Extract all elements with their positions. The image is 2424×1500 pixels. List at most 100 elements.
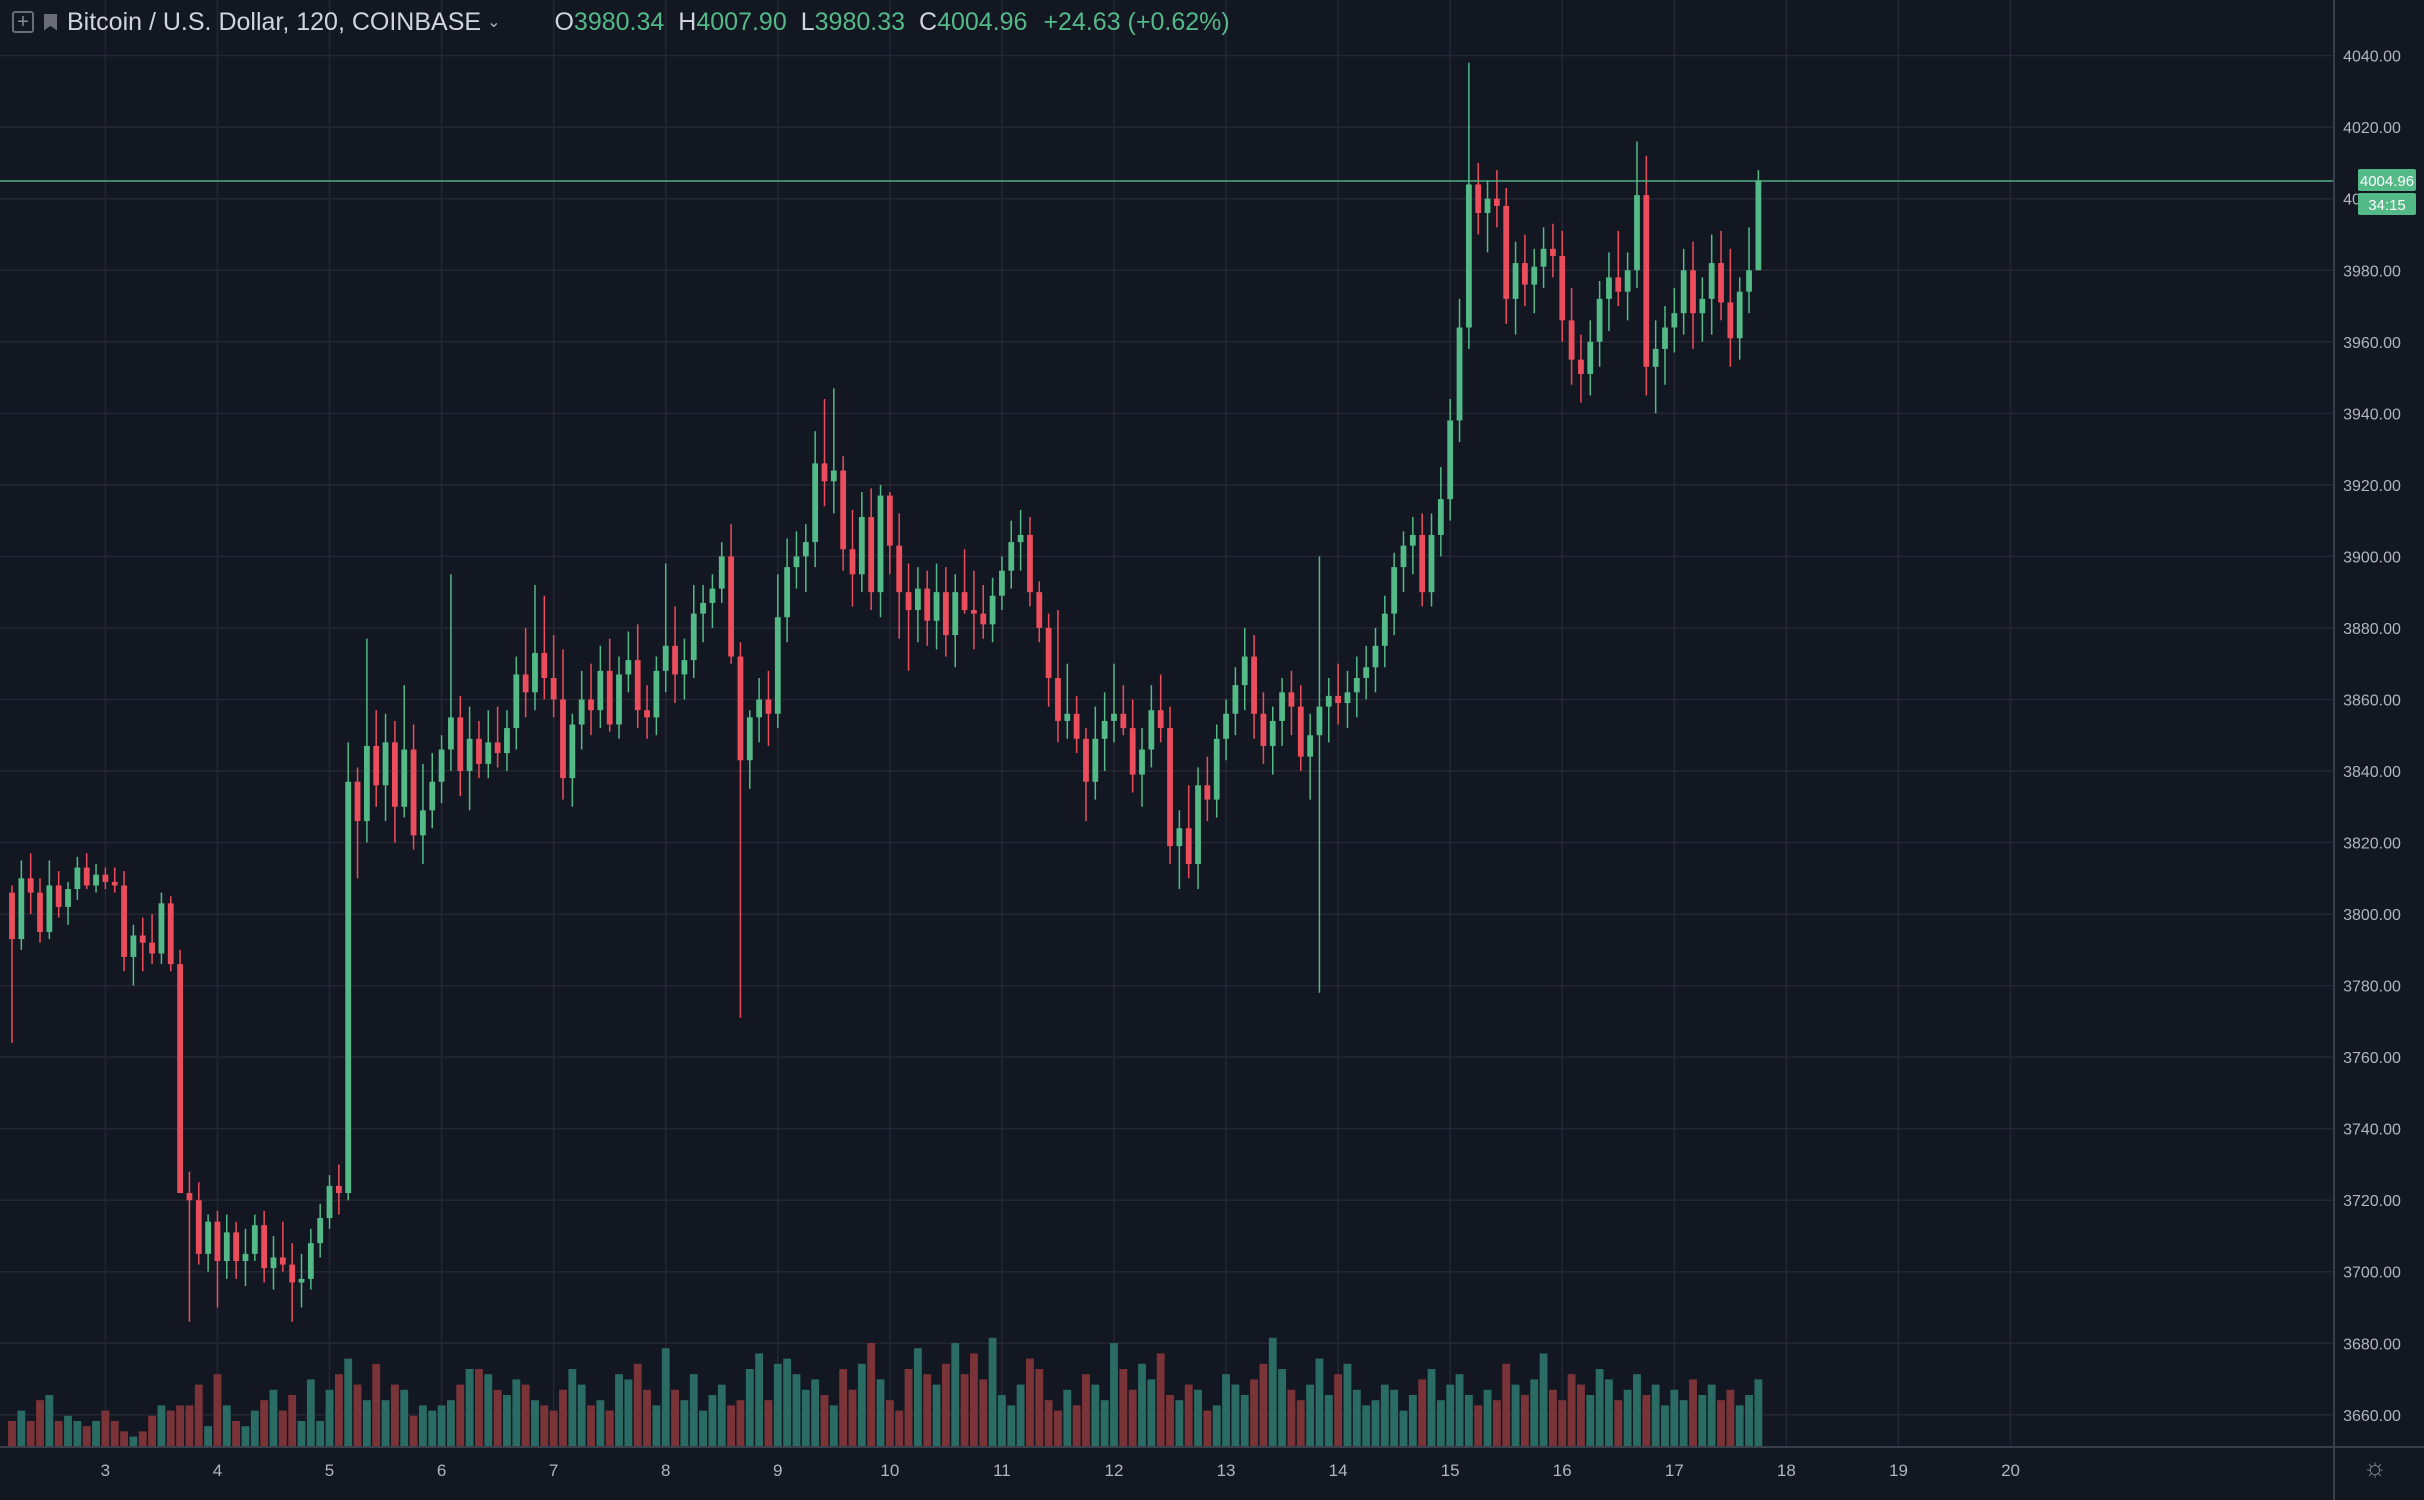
candle-body <box>1251 656 1257 714</box>
candle-body <box>195 1200 202 1254</box>
gear-icon[interactable]: ☼ <box>2363 1452 2387 1482</box>
volume-bar <box>885 1400 894 1447</box>
volume-bar <box>512 1379 521 1447</box>
candle-body <box>74 867 81 890</box>
x-tick-label[interactable]: 6 <box>437 1461 446 1480</box>
candle-body <box>1699 298 1706 314</box>
close-value: 4004.96 <box>937 7 1028 36</box>
x-tick-label[interactable]: 19 <box>1889 1461 1908 1480</box>
y-tick-label: 3920.00 <box>2343 478 2401 495</box>
candle-body <box>1437 499 1444 535</box>
candle-body <box>1083 738 1089 782</box>
candle-body <box>541 652 548 679</box>
volume-bar <box>811 1379 820 1447</box>
volume-bar <box>82 1426 91 1447</box>
candle-body <box>1634 195 1640 271</box>
volume-bar <box>92 1421 100 1447</box>
candle-body <box>392 742 398 807</box>
volume-bar <box>680 1400 689 1447</box>
candle-body <box>1008 542 1015 571</box>
volume-bar <box>1184 1384 1193 1447</box>
x-tick-label[interactable]: 18 <box>1777 1461 1796 1480</box>
volume-bar <box>913 1348 922 1447</box>
x-tick-label[interactable]: 11 <box>993 1461 1011 1480</box>
x-tick-label[interactable]: 3 <box>101 1461 110 1480</box>
candle-body <box>812 463 819 543</box>
candle-body <box>858 517 865 575</box>
candle-body <box>765 699 772 714</box>
plus-square-icon[interactable]: + <box>12 11 34 33</box>
candle-body <box>1064 713 1071 721</box>
volume-bar <box>213 1374 222 1447</box>
candle-body <box>177 964 183 1194</box>
symbol-title[interactable]: Bitcoin / U.S. Dollar, 120, COINBASE <box>67 7 482 36</box>
volume-bar <box>1520 1395 1529 1447</box>
flag-icon[interactable] <box>44 13 57 31</box>
candle-body <box>167 903 174 965</box>
volume-bar <box>1194 1389 1202 1447</box>
volume-bar <box>241 1426 250 1447</box>
volume-bar <box>1502 1363 1511 1447</box>
candle-body <box>1353 678 1360 693</box>
candle-body <box>1606 277 1612 299</box>
candle-body <box>1690 270 1696 314</box>
chevron-down-icon[interactable]: ⌄ <box>487 14 501 31</box>
candle-body <box>1578 359 1584 374</box>
candle-body <box>1746 270 1752 292</box>
volume-bar <box>605 1410 614 1447</box>
candle-body <box>1372 645 1379 668</box>
x-tick-label[interactable]: 13 <box>1217 1461 1236 1480</box>
candle-body <box>401 749 408 807</box>
candle-body <box>1279 692 1285 721</box>
candle-body <box>1736 291 1743 339</box>
candle-body <box>532 652 538 693</box>
low-label: L <box>800 7 815 36</box>
volume-bar <box>456 1384 465 1447</box>
candle-body <box>1335 695 1342 704</box>
x-tick-label[interactable]: 17 <box>1665 1461 1684 1480</box>
x-tick-label[interactable]: 4 <box>213 1461 222 1480</box>
x-tick-label[interactable]: 7 <box>549 1461 558 1480</box>
candle-body <box>298 1278 305 1283</box>
candle-body <box>718 556 725 589</box>
candle-body <box>1596 298 1603 342</box>
candle-body <box>1540 248 1547 267</box>
x-tick-label[interactable]: 16 <box>1553 1461 1572 1480</box>
candle-body <box>466 738 473 771</box>
x-tick-label[interactable]: 5 <box>325 1461 334 1480</box>
candle-body <box>1512 263 1519 299</box>
volume-bar <box>783 1358 792 1447</box>
candle-body <box>597 670 604 711</box>
volume-bar <box>876 1379 885 1447</box>
x-tick-label[interactable]: 10 <box>880 1461 899 1480</box>
volume-bar <box>269 1389 278 1447</box>
candle-body <box>1139 749 1145 775</box>
volume-bar <box>409 1415 418 1447</box>
volume-bar <box>1754 1379 1763 1447</box>
candle-body <box>578 699 585 725</box>
x-tick-label[interactable]: 9 <box>773 1461 782 1480</box>
x-tick-label[interactable]: 15 <box>1441 1461 1460 1480</box>
x-tick-label[interactable]: 20 <box>2001 1461 2020 1480</box>
volume-bar <box>596 1400 605 1447</box>
candle-body <box>317 1218 324 1244</box>
candle-body <box>373 745 380 786</box>
x-tick-label[interactable]: 14 <box>1329 1461 1348 1480</box>
y-tick-label: 4020.00 <box>2343 120 2401 137</box>
volume-bar <box>829 1405 838 1447</box>
volume-bar <box>1362 1405 1371 1447</box>
x-tick-label[interactable]: 12 <box>1105 1461 1124 1480</box>
volume-bar <box>437 1405 446 1447</box>
y-tick-label: 3840.00 <box>2343 764 2401 781</box>
candle-body <box>1680 270 1687 314</box>
volume-bar <box>1268 1337 1277 1447</box>
candle-body <box>961 592 968 611</box>
candle-body <box>513 674 520 729</box>
candle-body <box>429 781 436 811</box>
volume-bar <box>1464 1395 1473 1447</box>
x-tick-label[interactable]: 8 <box>661 1461 670 1480</box>
volume-bar <box>297 1421 306 1447</box>
candle-body <box>1092 738 1099 782</box>
candle-body <box>1568 320 1575 360</box>
